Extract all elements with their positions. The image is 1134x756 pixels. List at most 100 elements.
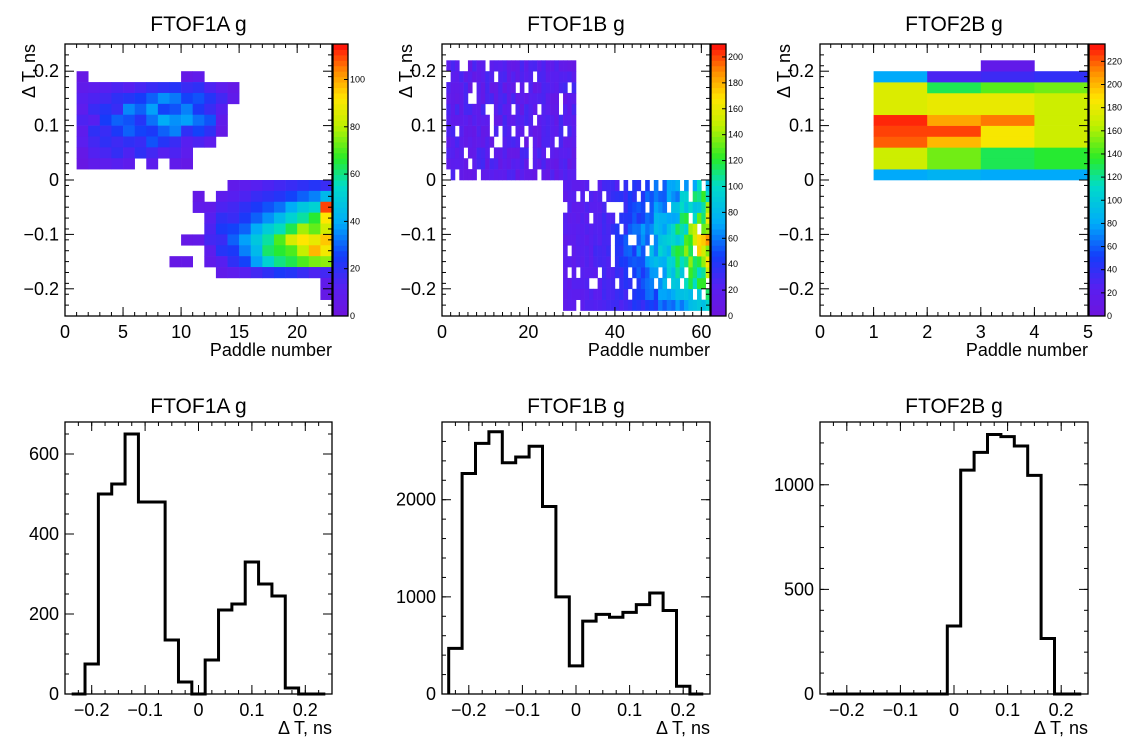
palette-band xyxy=(711,256,726,263)
palette-band xyxy=(711,141,726,148)
palette-label: 60 xyxy=(728,233,738,243)
heatmap-cell xyxy=(528,125,534,137)
palette-band xyxy=(333,212,348,219)
heatmap-cell xyxy=(250,267,263,279)
palette-band xyxy=(1089,92,1105,99)
heatmap-cell xyxy=(169,136,182,148)
heatmap-cell xyxy=(476,103,482,116)
heatmap-cell xyxy=(111,158,124,170)
x-tick-label: 0 xyxy=(571,700,581,720)
heatmap-cell xyxy=(76,92,89,105)
heatmap-cell xyxy=(558,125,564,137)
heatmap-cell xyxy=(76,158,89,170)
x-tick-label: 15 xyxy=(229,322,249,342)
heatmap-cell xyxy=(601,180,607,192)
heatmap-cell xyxy=(250,256,263,268)
heatmap-cell xyxy=(584,256,590,268)
heatmap-cell xyxy=(541,158,547,170)
heatmap-cell xyxy=(511,169,516,181)
heatmap-cell xyxy=(563,267,568,279)
heatmap-cell xyxy=(873,114,928,126)
heatmap-cell xyxy=(320,180,333,192)
heatmap-cell xyxy=(571,114,577,126)
palette-band xyxy=(1089,196,1105,203)
heatmap-cell xyxy=(692,234,698,246)
heatmap-cell xyxy=(567,136,572,148)
heatmap-cell xyxy=(671,267,676,279)
heatmap-panel: FTOF1A g 0 5 10 15 20 −0.2 −0.1 0 0.1 0.2 0 20 40 60 80… xyxy=(19,13,365,360)
heatmap-cell xyxy=(688,288,694,300)
heatmap-cell xyxy=(320,288,333,300)
heatmap-cell xyxy=(563,147,568,159)
palette-band xyxy=(333,65,348,72)
heatmap-cell xyxy=(502,169,508,181)
heatmap-cell xyxy=(320,223,333,235)
heatmap-cell xyxy=(588,245,594,257)
heatmap-cell xyxy=(606,180,611,192)
palette-frame xyxy=(332,43,349,317)
heatmap-cell xyxy=(450,136,456,148)
heatmap-cell xyxy=(146,92,159,105)
heatmap-cell xyxy=(597,201,603,213)
x-tick-label: 0 xyxy=(949,700,959,720)
y-tick-label: 500 xyxy=(784,579,814,599)
heatmap-cell xyxy=(181,136,193,148)
heatmap-cell xyxy=(459,147,464,159)
palette-band xyxy=(333,218,348,225)
heatmap-cell xyxy=(593,256,598,268)
heatmap-cell xyxy=(320,201,333,213)
palette-band xyxy=(1089,141,1105,148)
heatmap-cell xyxy=(692,267,698,279)
heatmap-cell xyxy=(515,92,521,105)
heatmap-cell xyxy=(688,234,694,246)
heatmap-cell xyxy=(662,223,668,235)
heatmap-cell xyxy=(623,190,629,203)
palette-band xyxy=(333,131,348,137)
heatmap-cell xyxy=(297,190,310,203)
heatmap-cell xyxy=(485,136,490,148)
y-tick-label: 0.1 xyxy=(411,116,436,136)
x-tick-label: 0.2 xyxy=(671,700,696,720)
palette-band xyxy=(1089,185,1105,192)
heatmap-cell xyxy=(636,212,642,224)
heatmap-cell xyxy=(450,82,456,94)
heatmap-cell xyxy=(192,201,205,213)
heatmap-cell xyxy=(285,223,298,235)
heatmap-cell xyxy=(308,223,321,235)
heatmap-cell xyxy=(653,245,659,257)
heatmap-cell xyxy=(524,92,529,105)
heatmap-cell xyxy=(459,82,464,94)
heatmap-cell xyxy=(563,92,568,105)
palette-band xyxy=(711,299,726,306)
heatmap-cell xyxy=(571,60,577,72)
heatmap-cell xyxy=(606,277,611,290)
heatmap-cell xyxy=(215,92,228,105)
heatmap-cell xyxy=(580,288,585,300)
palette-band xyxy=(333,234,348,241)
heatmap-cell xyxy=(450,147,456,159)
heatmap-cell xyxy=(679,288,685,300)
heatmap-cell xyxy=(584,201,590,213)
heatmap-cell xyxy=(181,114,193,126)
heatmap-cell xyxy=(467,103,473,116)
heatmap-cell xyxy=(308,234,321,246)
heatmap-cell xyxy=(169,82,182,94)
heatmap-cell xyxy=(463,92,469,105)
plot-frame xyxy=(819,421,1089,695)
heatmap-cell xyxy=(446,114,451,126)
heatmap-cell xyxy=(485,82,490,94)
heatmap-cell xyxy=(580,190,585,203)
heatmap-cell xyxy=(658,190,663,203)
heatmap-cell xyxy=(476,125,482,137)
heatmap-cell xyxy=(873,92,928,105)
heatmap-cell xyxy=(671,201,676,213)
palette-band xyxy=(333,294,348,301)
heatmap-cell xyxy=(476,136,482,148)
heatmap-cell xyxy=(688,267,694,279)
palette-band xyxy=(1089,114,1105,121)
heatmap-cell xyxy=(571,201,577,213)
heatmap-cell xyxy=(285,256,298,268)
heatmap-cell xyxy=(467,147,473,159)
heatmap-cell xyxy=(262,180,275,192)
